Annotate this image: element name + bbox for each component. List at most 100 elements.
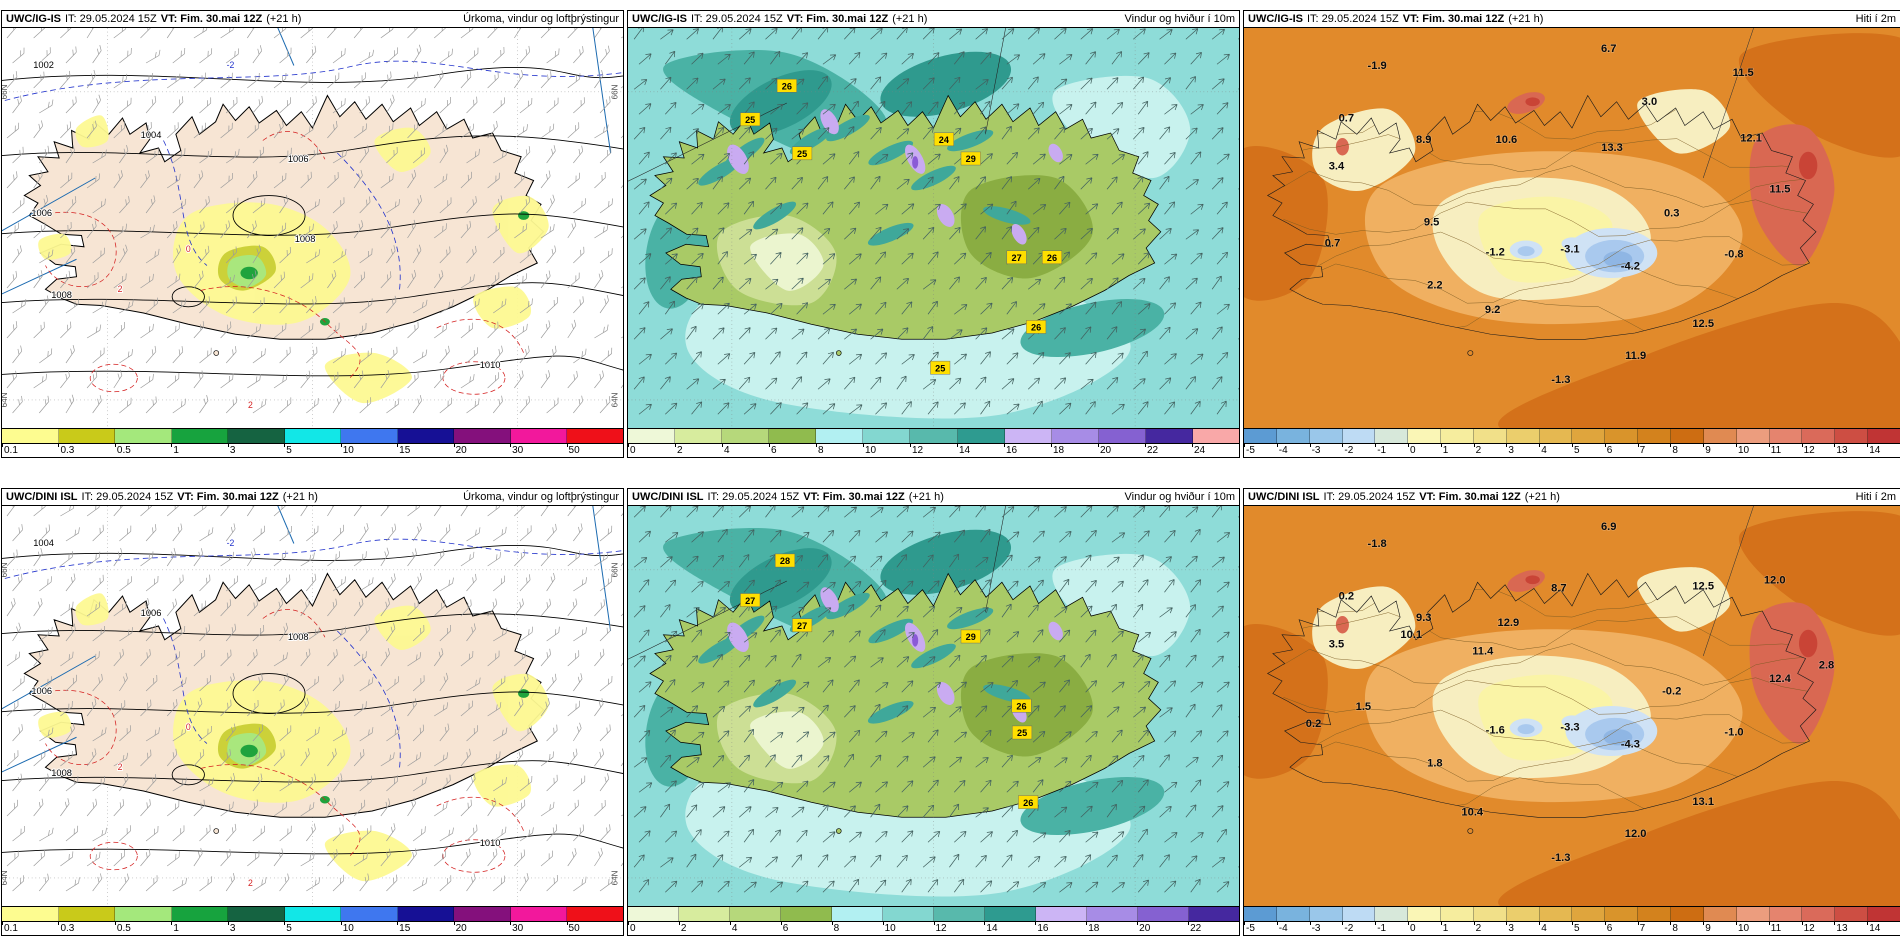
model-name: UWC/DINI ISL <box>1248 491 1320 503</box>
glacier-cold-spots <box>1509 706 1658 756</box>
colorbar-tick-strip: -5 -4 -3 -2 -1 0 1 2 3 4 5 6 7 8 9 10 11 12 13 14 <box>1244 921 1900 935</box>
colorbar-tick-mark <box>284 444 286 447</box>
colorbar-segment <box>1408 907 1442 921</box>
iceland-coastline <box>1266 94 1817 340</box>
warm-mountain-areas <box>1335 570 1835 744</box>
temperature-value-label: -3.3 <box>1560 722 1579 734</box>
colorbar-tick-label: 5 <box>1574 445 1580 456</box>
colorbar-segment <box>454 429 511 443</box>
colorbar-segment <box>1835 429 1869 443</box>
colorbar-tick-mark <box>1768 444 1770 447</box>
colorbar-tick-label: 16 <box>1006 445 1018 456</box>
colorbar-tick-label: 13 <box>1836 923 1848 934</box>
lead-time: (+21 h) <box>908 491 944 503</box>
colorbar-segment <box>1769 429 1803 443</box>
colorbar-segment <box>341 907 398 921</box>
colorbar-segment <box>1342 907 1376 921</box>
colorbar-tick-mark <box>1637 922 1639 925</box>
isobar-label: 1008 <box>51 290 72 300</box>
colorbar-segment <box>1036 907 1087 921</box>
colorbar-tick-label: 6 <box>1606 923 1613 934</box>
colorbar-segment <box>567 429 624 443</box>
colorbar-tick-label: 1 <box>1442 923 1449 934</box>
isobar-label: 1006 <box>141 608 162 618</box>
forecast-panel-precip: UWC/DINI ISL IT: 29.05.2024 15Z VT: Fim. 3… <box>1 488 624 936</box>
temperature-value-label: 0.3 <box>1664 208 1679 220</box>
colorbar-tick-label: -1 <box>1377 445 1387 456</box>
thickness-contours-cold <box>2 538 623 769</box>
colorbar-tick-mark <box>882 922 884 925</box>
panel-header: UWC/DINI ISL IT: 29.05.2024 15Z VT: Fim. 3… <box>2 489 623 506</box>
colorbar-tick-label: 12 <box>1803 923 1815 934</box>
precip-colorbar <box>2 428 624 443</box>
gust-value-label: 25 <box>1012 725 1033 740</box>
colorbar-tick-mark <box>1670 444 1672 447</box>
temperature-value-label: 11.5 <box>1733 67 1754 79</box>
colorbar-tick-mark <box>816 444 817 447</box>
colorbar-tick-mark <box>171 922 173 925</box>
colorbar-tick-label: 5 <box>1574 923 1580 934</box>
contour-value-label: 2 <box>118 762 123 772</box>
lowland-pale-area <box>750 233 824 291</box>
colorbar-tick-mark <box>780 922 782 925</box>
colorbar-tick-label: -2 <box>1344 445 1354 456</box>
colorbar-tick-label: 14 <box>986 923 998 934</box>
latitude-label: 64N <box>610 392 619 407</box>
colorbar-tick-mark <box>863 444 864 447</box>
temperature-value-label: -0.8 <box>1724 249 1743 261</box>
colorbar-tick-label: 0 <box>630 445 636 456</box>
forecast-panel-temp: UWC/IG-IS IT: 29.05.2024 15Z VT: Fim. 30.m… <box>1243 10 1900 458</box>
isobar-label: 1008 <box>288 632 309 642</box>
colorbar-tick-mark <box>1604 444 1606 447</box>
gust-value-label: 26 <box>1026 320 1047 334</box>
colorbar-segment <box>1638 429 1671 443</box>
colorbar-tick-mark <box>1604 922 1606 925</box>
temperature-value-label: 2.8 <box>1819 660 1834 672</box>
colorbar-tick-label: 0.1 <box>4 923 18 934</box>
temperature-value-label: 2.2 <box>1427 280 1442 292</box>
colorbar-tick-label: 20 <box>1100 445 1112 456</box>
latitude-label: 64N <box>610 870 619 885</box>
contour-value-label: 0 <box>186 722 191 732</box>
gust-value-label: 25 <box>930 360 951 375</box>
colorbar-segment <box>1342 429 1376 443</box>
colorbar-tick-label: 0 <box>1410 445 1416 456</box>
colorbar-tick-mark <box>1867 444 1869 447</box>
variable-name: Vindur og hviður í 10m <box>1124 13 1235 25</box>
colorbar-tick-mark <box>1440 444 1442 447</box>
colorbar-segment <box>567 907 624 921</box>
colorbar-tick-mark <box>1670 922 1672 925</box>
temperature-value-label: -1.6 <box>1486 725 1505 737</box>
glacier-cold-spots <box>1509 228 1658 278</box>
temperature-value-label: 10.4 <box>1461 807 1483 819</box>
colorbar-tick-label: 20 <box>1139 923 1151 934</box>
panel-header-left: UWC/DINI ISL IT: 29.05.2024 15Z VT: Fim. 3… <box>1248 489 1564 505</box>
colorbar-tick-mark <box>2 922 3 925</box>
colorbar-tick-mark <box>1506 444 1508 447</box>
colorbar-tick-label: 4 <box>1541 923 1547 934</box>
colorbar-segment <box>171 907 229 921</box>
colorbar-tick-label: 6 <box>771 445 777 456</box>
colorbar-segment <box>1473 429 1507 443</box>
colorbar-tick-label: 9 <box>1705 923 1711 934</box>
colorbar-tick-label: 3 <box>1508 923 1514 934</box>
colorbar-tick-mark <box>722 444 723 447</box>
colorbar-tick-label: 18 <box>1088 923 1100 934</box>
colorbar-tick-mark <box>1309 922 1311 925</box>
wind-barb-field <box>6 28 623 414</box>
contour-value-label: -2 <box>227 60 235 70</box>
forecast-panel-precip: UWC/IG-IS IT: 29.05.2024 15Z VT: Fim. 30.m… <box>1 10 624 458</box>
gust-value-label: 29 <box>960 629 981 644</box>
forecast-panel-temp: UWC/DINI ISL IT: 29.05.2024 15Z VT: Fim. 3… <box>1243 488 1900 936</box>
colorbar-tick-label: 3 <box>229 923 236 934</box>
latitude-label: 66N <box>2 84 9 99</box>
init-time: IT: 29.05.2024 15Z <box>1323 491 1416 503</box>
colorbar-segment <box>628 429 676 443</box>
colorbar-tick-label: -3 <box>1311 923 1321 934</box>
colorbar-tick-mark <box>1098 444 1099 447</box>
colorbar-tick-label: 4 <box>724 445 730 456</box>
colorbar-tick-mark <box>910 444 911 447</box>
wind-colorbar <box>628 428 1240 443</box>
colorbar-tick-label: 0.3 <box>60 923 75 934</box>
colorbar-tick-label: 8 <box>818 445 824 456</box>
